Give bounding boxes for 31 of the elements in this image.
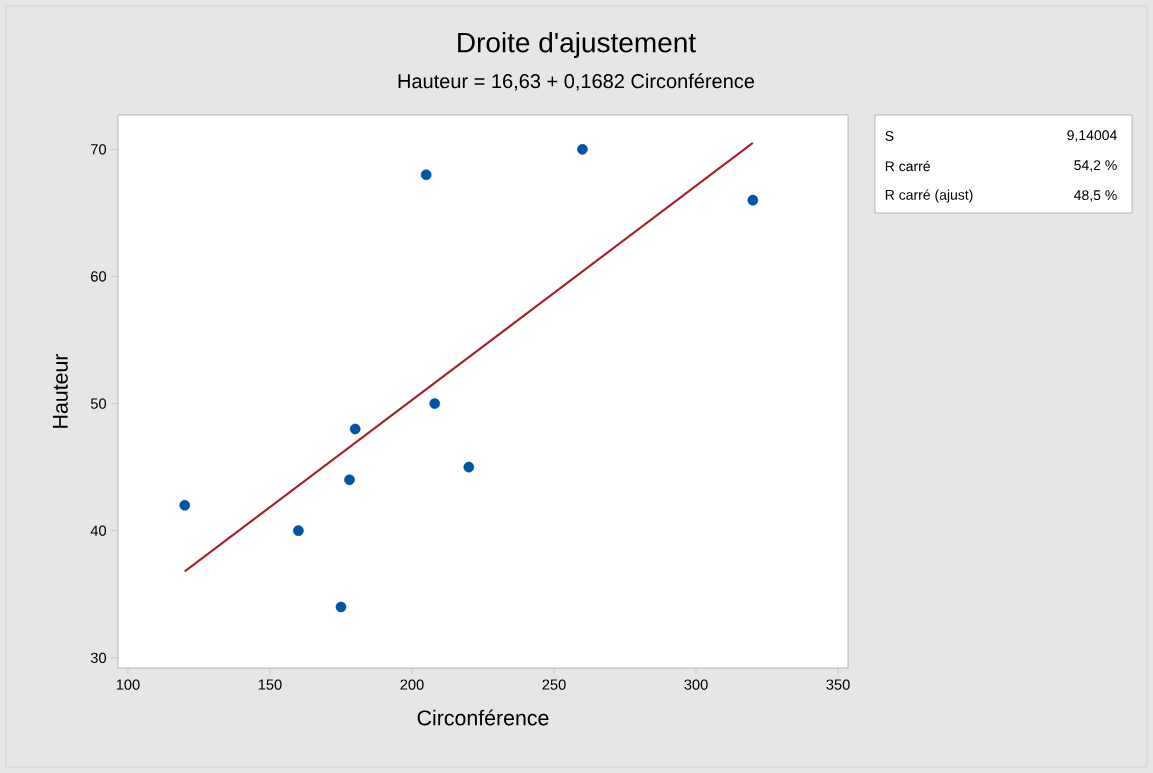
- y-tick-label: 40: [90, 525, 107, 536]
- chart-subtitle: Hauteur = 16,63 + 0,1682 Circonférence: [398, 73, 755, 91]
- x-tick-label: 100: [116, 679, 140, 690]
- y-tick-label: 50: [90, 398, 107, 409]
- x-tick-label: 250: [542, 679, 566, 690]
- y-axis-title: Hauteur: [52, 353, 68, 428]
- text: R carré: [885, 160, 930, 172]
- x-axis-title: Circonférence: [417, 709, 549, 726]
- point: [349, 423, 361, 435]
- text: 48,5 %: [1074, 190, 1117, 202]
- point: [747, 194, 759, 206]
- y-tick-label: 70: [91, 144, 107, 155]
- chart-title: Droite d'ajustement: [458, 31, 696, 59]
- point: [429, 398, 441, 409]
- point: [179, 499, 191, 511]
- x-tick-label: 200: [400, 679, 424, 690]
- text: 54,2 %: [1074, 160, 1117, 172]
- point: [463, 461, 475, 473]
- x-tick-label: 350: [826, 679, 850, 690]
- point: [335, 601, 347, 613]
- point: [577, 143, 588, 155]
- y-tick-label: 60: [91, 271, 107, 282]
- point: [344, 474, 355, 486]
- text: R carré (ajust): [885, 189, 973, 203]
- y-tick-label: 30: [90, 652, 107, 664]
- text: S: [885, 131, 894, 141]
- x-tick-label: 150: [258, 679, 282, 690]
- x-tick-label: 300: [684, 679, 708, 690]
- point: [420, 169, 432, 181]
- point: [293, 525, 304, 537]
- text: 9,14004: [1067, 130, 1117, 142]
